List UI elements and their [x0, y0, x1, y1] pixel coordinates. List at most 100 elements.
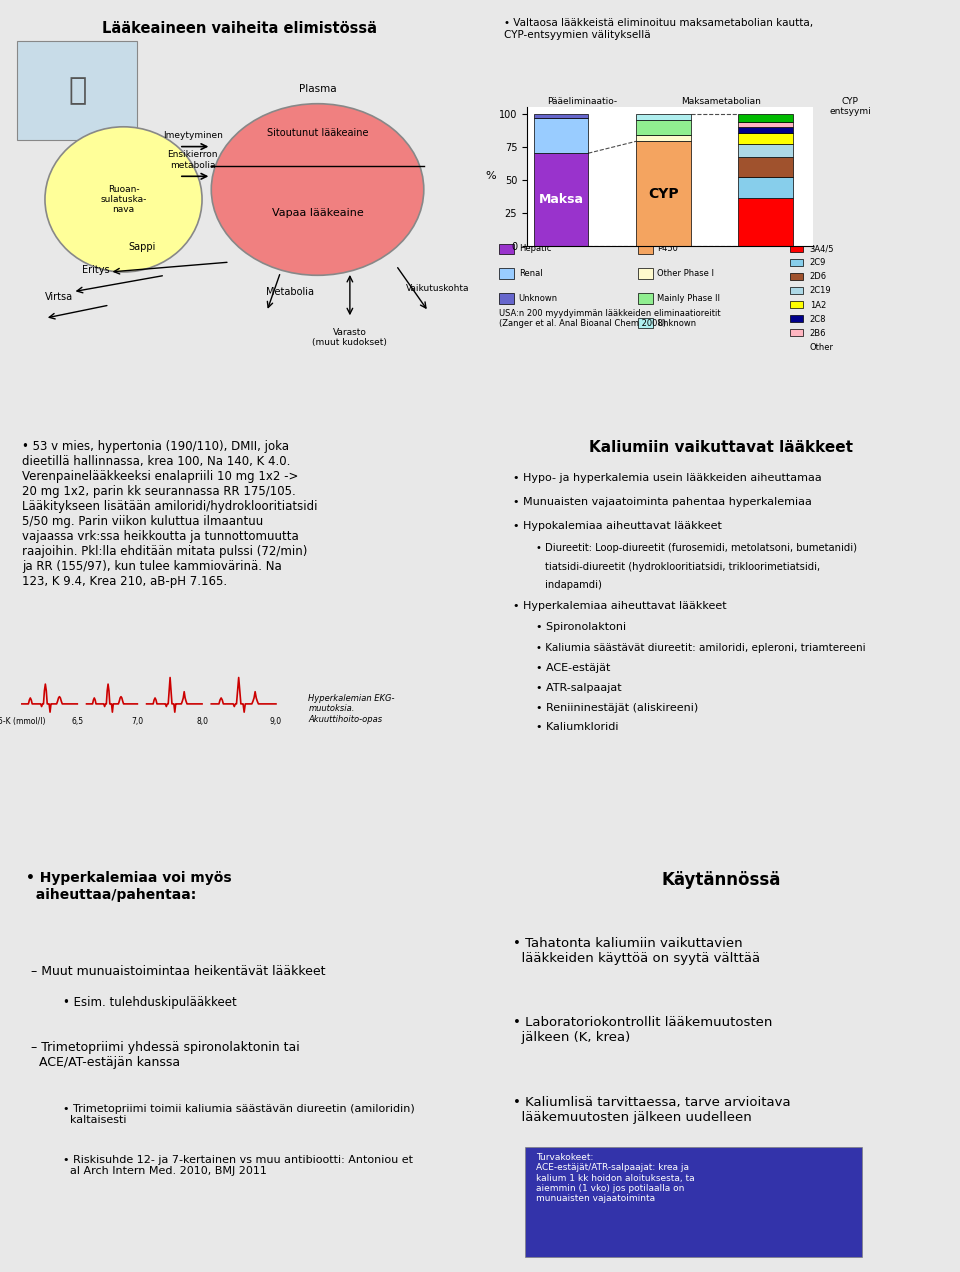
FancyBboxPatch shape — [17, 41, 137, 140]
Bar — [790, 314, 803, 322]
Text: • Spironolaktoni: • Spironolaktoni — [537, 622, 626, 632]
Text: Lääkeaineen vaiheita elimistössä: Lääkeaineen vaiheita elimistössä — [102, 22, 376, 36]
Text: Turvakokeet:
ACE-estäjät/ATR-salpaajat: krea ja
kalium 1 kk hoidon aloituksesta,: Turvakokeet: ACE-estäjät/ATR-salpaajat: … — [537, 1152, 695, 1203]
Bar — [738, 127, 793, 134]
Text: Other: Other — [809, 342, 833, 351]
Bar — [636, 113, 690, 120]
Bar — [534, 117, 588, 153]
Bar — [738, 113, 793, 122]
Text: Pääeliminaatio-
reitti: Pääeliminaatio- reitti — [547, 97, 617, 117]
Text: • Tahatonta kaliumiin vaikuttavien
  lääkkeiden käyttöä on syytä välttää: • Tahatonta kaliumiin vaikuttavien lääkk… — [513, 936, 760, 964]
Text: • Diureetit: Loop-diureetit (furosemidi, metolatsoni, bumetanidi): • Diureetit: Loop-diureetit (furosemidi,… — [537, 543, 857, 553]
Text: Hyperkalemian EKG-
muutoksia.
Akuuttihoito-opas: Hyperkalemian EKG- muutoksia. Akuuttihoi… — [308, 695, 395, 724]
Bar — [637, 244, 653, 254]
Text: 8,0: 8,0 — [196, 717, 208, 726]
Text: indapamdi): indapamdi) — [545, 580, 602, 590]
Text: Käytännössä: Käytännössä — [661, 871, 780, 889]
FancyBboxPatch shape — [525, 1147, 862, 1257]
Text: Unknown: Unknown — [658, 319, 696, 328]
Text: • Hypo- ja hyperkalemia usein lääkkeiden aiheuttamaa: • Hypo- ja hyperkalemia usein lääkkeiden… — [513, 473, 822, 483]
Text: – Trimetopriimi yhdessä spironolaktonin tai
  ACE/AT-estäjän kanssa: – Trimetopriimi yhdessä spironolaktonin … — [31, 1040, 300, 1068]
Text: 2D6: 2D6 — [809, 272, 827, 281]
Text: • ATR-salpaajat: • ATR-salpaajat — [537, 683, 622, 693]
Text: Maksametabolian
pääreitti: Maksametabolian pääreitti — [681, 97, 761, 117]
Bar — [790, 244, 803, 252]
Text: Eritys: Eritys — [82, 266, 109, 275]
Bar — [636, 135, 690, 141]
Text: Ensikierron
metabolia: Ensikierron metabolia — [168, 150, 218, 169]
Text: Vaikutuskohta: Vaikutuskohta — [406, 284, 469, 293]
Bar — [499, 293, 514, 304]
Text: 3A4/5: 3A4/5 — [809, 244, 834, 253]
Text: Hepatic: Hepatic — [518, 244, 551, 253]
Bar — [790, 329, 803, 336]
Text: 2C8: 2C8 — [809, 314, 827, 323]
Text: Kaliumiin vaikuttavat lääkkeet: Kaliumiin vaikuttavat lääkkeet — [589, 440, 853, 455]
Text: • 53 v mies, hypertonia (190/110), DMII, joka
dieetillä hallinnassa, krea 100, N: • 53 v mies, hypertonia (190/110), DMII,… — [22, 440, 318, 588]
Text: • Kaliumia säästävät diureetit: amiloridi, epleroni, triamtereeni: • Kaliumia säästävät diureetit: amilorid… — [537, 642, 866, 653]
Text: 👤: 👤 — [68, 76, 86, 106]
Bar — [790, 286, 803, 294]
Text: • Kaliumkloridi: • Kaliumkloridi — [537, 722, 618, 733]
Text: CYP
entsyymi: CYP entsyymi — [829, 97, 872, 117]
Text: Plasma: Plasma — [299, 84, 336, 94]
Ellipse shape — [45, 127, 202, 272]
Bar — [636, 120, 690, 135]
Bar — [790, 300, 803, 308]
Text: • ACE-estäjät: • ACE-estäjät — [537, 663, 611, 673]
Ellipse shape — [211, 104, 423, 275]
Text: Ruoan-
sulatuska-
nava: Ruoan- sulatuska- nava — [100, 184, 147, 214]
Bar — [738, 134, 793, 144]
Bar — [534, 113, 588, 117]
Text: Maksa: Maksa — [539, 193, 584, 206]
Text: • Reniininestäjät (aliskireeni): • Reniininestäjät (aliskireeni) — [537, 702, 699, 712]
Bar — [637, 318, 653, 328]
Bar — [738, 158, 793, 177]
Text: Unknown: Unknown — [518, 294, 558, 303]
Bar — [738, 122, 793, 127]
Text: 1A2: 1A2 — [809, 300, 826, 309]
Text: • Munuaisten vajaatoiminta pahentaa hyperkalemiaa: • Munuaisten vajaatoiminta pahentaa hype… — [513, 497, 812, 508]
Text: • Laboratoriokontrollit lääkemuutosten
  jälkeen (K, krea): • Laboratoriokontrollit lääkemuutosten j… — [513, 1016, 773, 1044]
Text: Imeytyminen: Imeytyminen — [163, 131, 223, 140]
Bar — [790, 272, 803, 280]
Text: 2C9: 2C9 — [809, 258, 826, 267]
Text: Renal: Renal — [518, 270, 542, 279]
Bar — [637, 268, 653, 279]
Bar — [738, 144, 793, 158]
Text: 7,0: 7,0 — [132, 717, 143, 726]
Text: 6,5: 6,5 — [71, 717, 84, 726]
Text: • Riskisuhde 12- ja 7-kertainen vs muu antibiootti: ​Antoniou et
  al Arch Inter: • Riskisuhde 12- ja 7-kertainen vs muu a… — [63, 1155, 414, 1177]
Text: • Hypokalemiaa aiheuttavat lääkkeet: • Hypokalemiaa aiheuttavat lääkkeet — [513, 522, 722, 532]
Text: • Esim. tulehduskipulääkkeet: • Esim. tulehduskipulääkkeet — [63, 996, 237, 1009]
Bar — [637, 293, 653, 304]
Text: 2C19: 2C19 — [809, 286, 831, 295]
Bar — [790, 258, 803, 266]
Bar — [790, 343, 803, 350]
Bar — [534, 153, 588, 245]
Text: P450: P450 — [658, 244, 678, 253]
Text: • Hyperkalemiaa voi myös
  aiheuttaa/pahentaa:: • Hyperkalemiaa voi myös aiheuttaa/pahen… — [27, 871, 232, 902]
Text: 5-K (mmol/l): 5-K (mmol/l) — [0, 717, 46, 726]
Text: 9,0: 9,0 — [270, 717, 282, 726]
Bar — [738, 177, 793, 198]
Text: Vapaa lääkeaine: Vapaa lääkeaine — [272, 207, 364, 218]
Bar — [499, 268, 514, 279]
Text: • Hyperkalemiaa aiheuttavat lääkkeet: • Hyperkalemiaa aiheuttavat lääkkeet — [513, 600, 727, 611]
Text: Metabolia: Metabolia — [266, 286, 314, 296]
Text: Sitoutunut lääkeaine: Sitoutunut lääkeaine — [267, 128, 369, 139]
Text: Other Phase I: Other Phase I — [658, 270, 714, 279]
Bar — [636, 141, 690, 245]
Text: Varasto
(muut kudokset): Varasto (muut kudokset) — [312, 328, 387, 347]
Text: • Trimetopriimi toimii kaliumia säästävän diureetin (amiloridin)
  kaltaisesti: • Trimetopriimi toimii kaliumia säästävä… — [63, 1104, 415, 1126]
Text: tiatsidi-diureetit (hydroklooritiatsidi, trikloorimetiatsidi,: tiatsidi-diureetit (hydroklooritiatsidi,… — [545, 562, 821, 572]
Text: • Valtaosa lääkkeistä eliminoituu maksametabolian kautta,
CYP-entsyymien välityk: • Valtaosa lääkkeistä eliminoituu maksam… — [504, 18, 813, 39]
Bar — [738, 198, 793, 245]
Text: 2B6: 2B6 — [809, 328, 827, 337]
Text: Sappi: Sappi — [129, 242, 156, 252]
Y-axis label: %: % — [485, 172, 496, 182]
Text: Virtsa: Virtsa — [45, 291, 73, 301]
Text: USA:n 200 myydyimmän lääkkeiden eliminaatioreitit
(Zanger et al. Anal Bioanal Ch: USA:n 200 myydyimmän lääkkeiden eliminaa… — [499, 309, 721, 328]
Text: CYP: CYP — [648, 187, 679, 201]
Text: Mainly Phase II: Mainly Phase II — [658, 294, 720, 303]
